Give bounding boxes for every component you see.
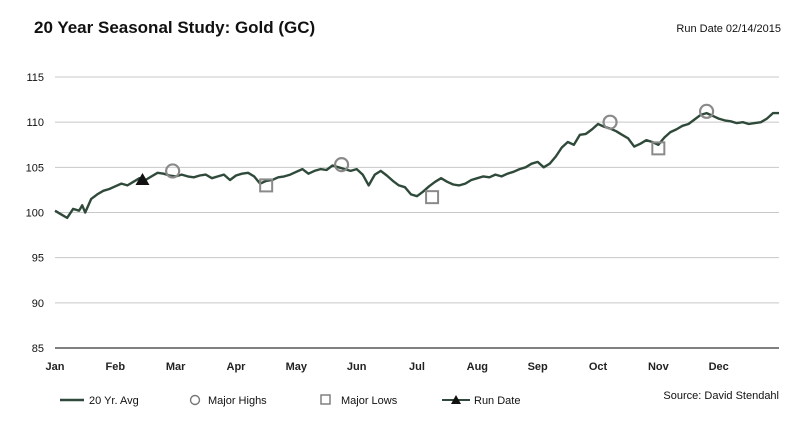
x-tick-label: Apr [227, 361, 247, 373]
run-date-marker [135, 172, 150, 185]
legend-circle-icon [189, 394, 201, 406]
run-date-marker-group [135, 172, 150, 185]
legend-triangle-icon [451, 395, 461, 404]
y-tick-label: 100 [26, 208, 44, 220]
run-date-label: Run Date 02/14/2015 [676, 23, 781, 35]
major-highs-markers [165, 103, 715, 179]
x-tick-label: Jan [46, 361, 65, 373]
major-low-marker [651, 141, 666, 156]
y-tick-label: 90 [32, 298, 44, 310]
x-tick-label: Aug [467, 361, 488, 373]
major-lows-markers [259, 141, 666, 205]
legend-label-major-highs: Major Highs [208, 395, 267, 407]
x-tick-label: Nov [648, 361, 670, 373]
x-axis-tick-labels: Jan Feb Mar Apr May Jun Jul Aug Sep Oct Nov Dec [46, 361, 729, 373]
source-label: Source: David Stendahl [663, 390, 779, 402]
major-low-marker [259, 178, 274, 193]
major-high-marker [698, 103, 715, 119]
series-line-20yr-avg [54, 111, 779, 220]
x-tick-label: Sep [528, 361, 548, 373]
y-tick-label: 85 [32, 343, 44, 355]
x-tick-label: Jul [409, 361, 425, 373]
x-tick-label: Dec [709, 361, 729, 373]
y-tick-label: 110 [26, 117, 44, 129]
x-tick-label: May [286, 361, 308, 373]
y-axis-tick-labels: 85 90 95 100 105 110 115 [26, 72, 44, 355]
legend-label-major-lows: Major Lows [341, 395, 398, 407]
y-tick-label: 115 [26, 72, 44, 84]
legend-square-icon [320, 394, 331, 405]
chart-title: 20 Year Seasonal Study: Gold (GC) [34, 18, 316, 37]
x-tick-label: Jun [347, 361, 367, 373]
major-high-marker [602, 114, 618, 130]
legend-label-run-date: Run Date [474, 395, 520, 407]
x-tick-label: Mar [166, 361, 186, 373]
major-high-marker [333, 157, 350, 173]
x-tick-label: Feb [106, 361, 126, 373]
major-high-marker [165, 163, 181, 179]
y-tick-label: 95 [32, 253, 44, 265]
grid-lines [55, 76, 779, 304]
major-low-marker [425, 190, 440, 205]
y-tick-label: 105 [26, 162, 44, 174]
x-tick-label: Oct [589, 361, 608, 373]
legend-label-20yr-avg: 20 Yr. Avg [89, 395, 139, 407]
legend: 20 Yr. Avg Major Highs Major Lows Run Da… [60, 394, 520, 407]
